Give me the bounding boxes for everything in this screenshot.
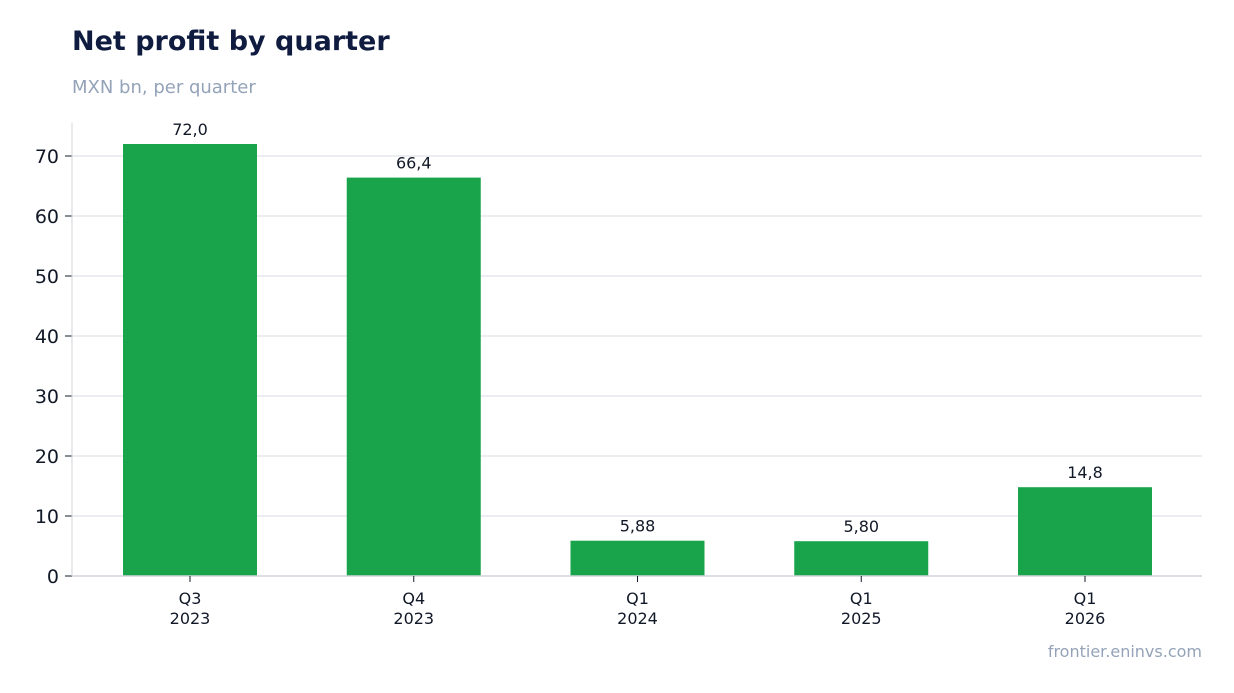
bar	[1018, 487, 1152, 576]
x-tick-label: Q1 2024	[617, 589, 658, 628]
y-tick-label: 70	[35, 146, 59, 168]
bar	[794, 541, 929, 576]
bars: 72,0 66,4 5,88 5,80 14,8	[123, 120, 1152, 576]
x-tick-label: Q3 2023	[170, 589, 211, 628]
y-tick-label: 0	[47, 566, 59, 588]
source-label: frontier.eninvs.com	[1047, 642, 1202, 661]
x-tick-label: Q1 2026	[1065, 589, 1106, 628]
bar	[346, 177, 481, 576]
y-tick-label: 40	[35, 326, 59, 348]
bar	[123, 144, 257, 576]
y-tick-label: 30	[35, 386, 59, 408]
bar-value-label: 5,88	[620, 517, 656, 536]
y-tick-label: 60	[35, 206, 59, 228]
axes: 0 10 20 30 40 50 60 70 Q3 2023 Q4 2023 Q1 2024 Q1 2025 Q…	[35, 123, 1202, 628]
gridlines	[72, 155, 1202, 517]
y-tick-label: 20	[35, 446, 59, 468]
x-tick-label: Q1 2025	[841, 589, 882, 628]
y-tick-label: 50	[35, 266, 59, 288]
bar-value-label: 14,8	[1067, 463, 1103, 482]
chart-title: Net profit by quarter	[72, 26, 390, 57]
y-tick-label: 10	[35, 506, 59, 528]
bar-value-label: 5,80	[843, 517, 879, 536]
bar	[570, 540, 705, 576]
chart-subtitle: MXN bn, per quarter	[72, 77, 256, 98]
x-tick-label: Q4 2023	[393, 589, 434, 628]
bar-value-label: 72,0	[172, 120, 208, 139]
bar-value-label: 66,4	[396, 154, 432, 173]
